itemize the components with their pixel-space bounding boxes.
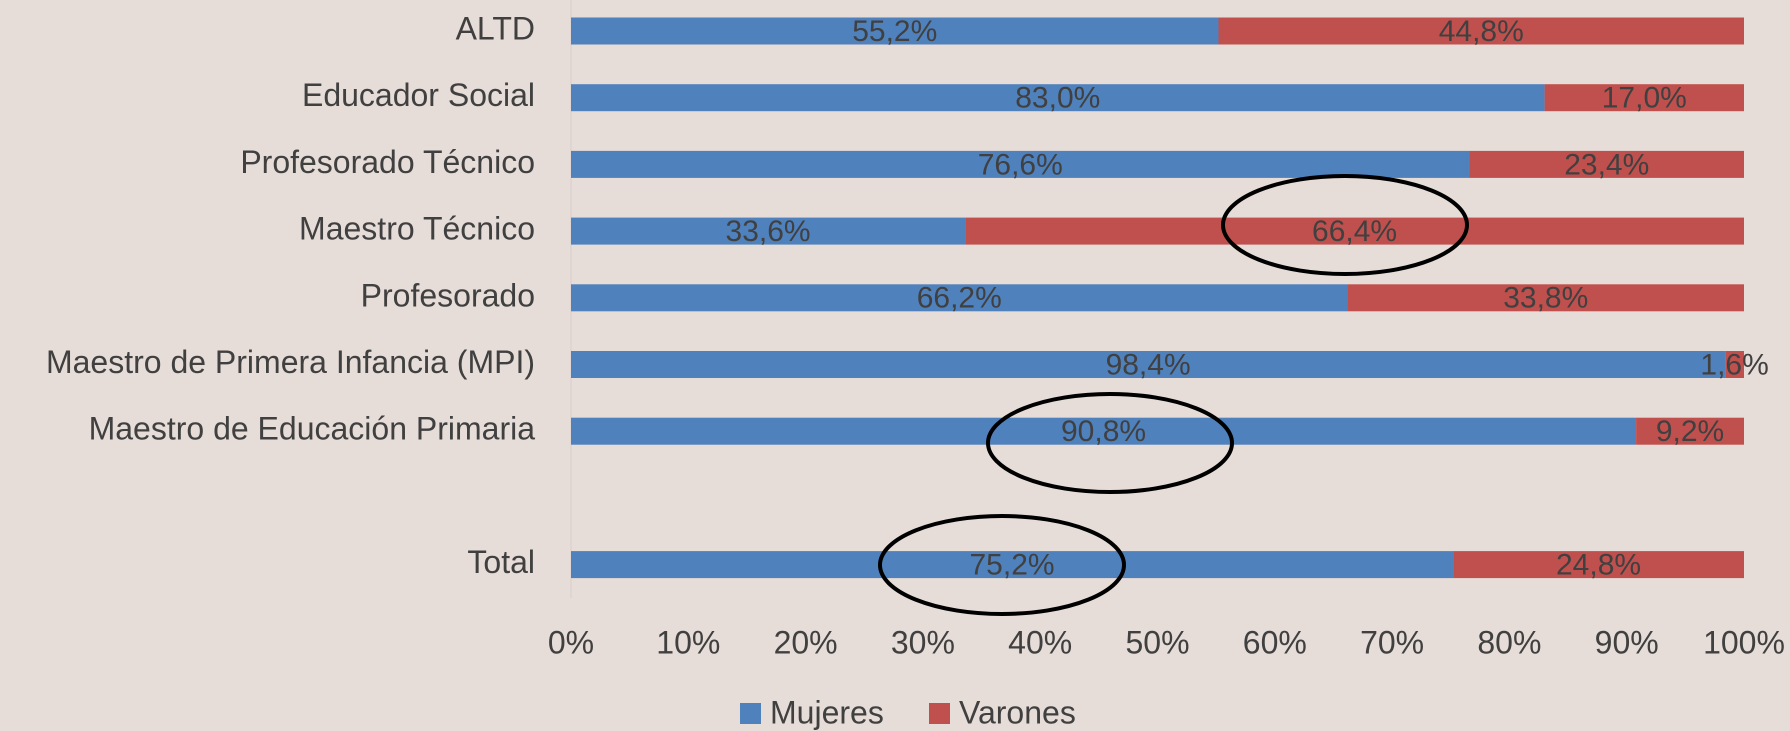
y-tick-label: ALTD (456, 10, 535, 46)
data-label: 33,8% (1503, 282, 1588, 315)
data-label: 76,6% (978, 148, 1063, 181)
data-label: 66,2% (917, 282, 1002, 315)
legend-swatch (929, 703, 950, 724)
bar-segment (1469, 150, 1744, 178)
data-label: 24,8% (1556, 549, 1641, 582)
data-label: 55,2% (852, 15, 937, 48)
data-label: 75,2% (970, 549, 1055, 582)
bar-segment (1218, 17, 1744, 45)
data-label: 1,6% (1700, 348, 1768, 381)
highlight-ellipse (878, 514, 1126, 616)
x-tick-label: 80% (1477, 624, 1541, 660)
x-tick-label: 10% (656, 624, 720, 660)
data-label: 9,2% (1656, 415, 1724, 448)
data-label: 66,4% (1312, 215, 1397, 248)
plot: 0% 10% 20% 30% 40% 50% 60% 70% 80% 90% 100% ALTD 55,… (46, 10, 1785, 730)
data-label: 90,8% (1061, 415, 1146, 448)
y-tick-label: Total (467, 544, 535, 580)
x-tick-label: 40% (1008, 624, 1072, 660)
bar-segment (571, 17, 1219, 45)
bar-segment (571, 150, 1470, 178)
x-tick-label: 100% (1703, 624, 1785, 660)
data-label: 33,6% (726, 215, 811, 248)
x-tick-label: 50% (1125, 624, 1189, 660)
y-tick-label: Educador Social (302, 77, 535, 113)
y-tick-label: Maestro de Educación Primaria (89, 411, 536, 447)
bar-segment (571, 417, 1637, 445)
bar-segment (571, 351, 1726, 378)
y-tick-label: Maestro Técnico (299, 211, 535, 247)
legend-label: Varones (959, 694, 1076, 730)
bar-segment (1636, 417, 1744, 445)
x-tick-label: 90% (1595, 624, 1659, 660)
bar-segment (1453, 551, 1744, 579)
legend-swatch (740, 703, 761, 724)
data-label: 17,0% (1602, 82, 1687, 115)
bar-segment (1725, 351, 1744, 378)
highlight-ellipse (986, 392, 1234, 494)
y-tick-label: Profesorado Técnico (240, 144, 535, 180)
y-tick-label: Maestro de Primera Infancia (MPI) (46, 344, 535, 380)
highlight-ellipse (1221, 174, 1469, 276)
bar-segment (571, 217, 966, 245)
x-tick-label: 0% (548, 624, 594, 660)
bar-segment (571, 84, 1545, 112)
x-tick-label: 20% (774, 624, 838, 660)
x-tick-label: 60% (1243, 624, 1307, 660)
data-label: 98,4% (1106, 348, 1191, 381)
data-label: 23,4% (1564, 148, 1649, 181)
bar-segment (1544, 84, 1744, 112)
data-label: 44,8% (1439, 15, 1524, 48)
bar-segment (1347, 284, 1744, 312)
bar-segment (571, 284, 1348, 312)
legend-label: Mujeres (770, 694, 884, 730)
y-tick-label: Profesorado (361, 277, 535, 313)
x-tick-label: 70% (1360, 624, 1424, 660)
x-tick-label: 30% (891, 624, 955, 660)
bar-segment (571, 551, 1454, 579)
data-label: 83,0% (1015, 82, 1100, 115)
bar-segment (965, 217, 1744, 245)
